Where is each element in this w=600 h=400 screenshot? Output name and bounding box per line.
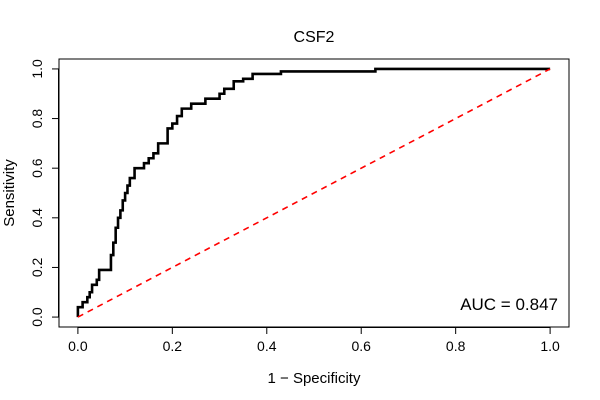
x-axis: 0.0 0.2 0.4 0.6 0.8 1.0: [68, 327, 560, 354]
x-tick-label: 0.2: [163, 338, 183, 354]
reference-diagonal-line: [77, 68, 551, 318]
y-tick-label: 1.0: [29, 59, 45, 79]
x-tick-label: 1.0: [540, 338, 560, 354]
y-tick-label: 0.2: [29, 258, 45, 278]
x-tick-label: 0.0: [68, 338, 88, 354]
roc-curve: [76, 67, 551, 318]
y-tick-label: 0.6: [29, 158, 45, 178]
y-axis: 0.0 0.2 0.4 0.6 0.8 1.0: [29, 59, 59, 327]
chart-title: CSF2: [294, 29, 335, 46]
x-tick-label: 0.8: [446, 338, 466, 354]
y-tick-label: 0.0: [29, 307, 45, 327]
y-tick-label: 0.8: [29, 109, 45, 129]
plot-lines: [76, 67, 551, 318]
y-axis-label: Sensitivity: [1, 159, 18, 227]
auc-annotation: AUC = 0.847: [460, 295, 558, 314]
x-tick-label: 0.6: [351, 338, 371, 354]
x-axis-label: 1 − Specificity: [268, 370, 361, 387]
x-tick-label: 0.4: [257, 338, 277, 354]
y-tick-label: 0.4: [29, 208, 45, 228]
